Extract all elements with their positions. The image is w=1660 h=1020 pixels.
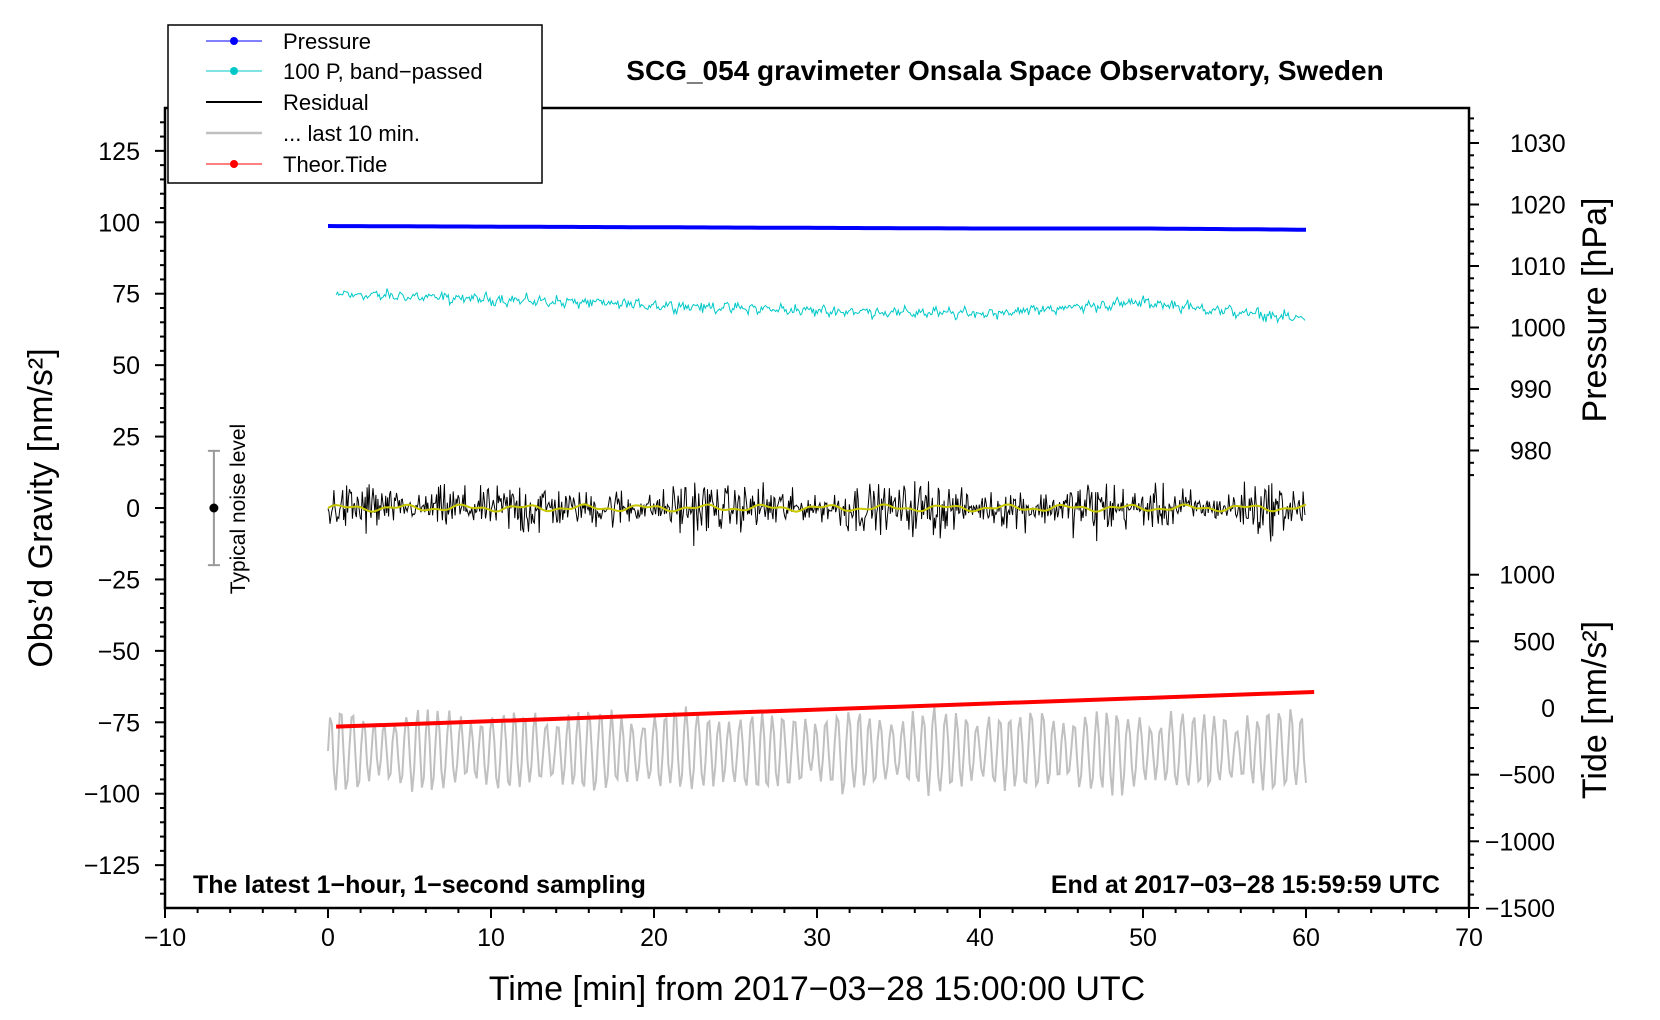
legend-marker — [230, 160, 238, 168]
annotation-bottom-right: End at 2017−03−28 15:59:59 UTC — [1051, 871, 1440, 899]
y-tick-label-left: −125 — [84, 852, 140, 880]
noise-bar-label: Typical noise level — [227, 424, 250, 594]
y-tick-label-pressure: 1010 — [1510, 253, 1566, 281]
chart-title: SCG_054 gravimeter Onsala Space Observat… — [626, 55, 1383, 86]
y-tick-label-left: 25 — [112, 424, 140, 452]
legend-label: ... last 10 min. — [283, 121, 420, 146]
y-tick-label-tide: −500 — [1499, 762, 1555, 790]
y-tick-label-left: −75 — [98, 709, 140, 737]
y-axis-label-pressure: Pressure [hPa] — [1576, 198, 1614, 423]
series-theor-tide — [336, 690, 1315, 729]
y-tick-label-left: −50 — [98, 638, 140, 666]
legend-label: Theor.Tide — [283, 152, 387, 177]
series-residual-smoothed — [327, 503, 1307, 513]
series-last-10-min — [327, 706, 1307, 796]
y-tick-label-pressure: 1020 — [1510, 192, 1566, 220]
y-tick-label-pressure: 1000 — [1510, 315, 1566, 343]
x-tick-label: 0 — [321, 924, 335, 952]
y-tick-label-tide: −1500 — [1485, 895, 1555, 923]
noise-bar-point — [209, 503, 219, 513]
legend-label: 100 P, band−passed — [283, 59, 483, 84]
x-tick-label: −10 — [144, 924, 186, 952]
y-tick-label-tide: 0 — [1541, 695, 1555, 723]
x-axis-label: Time [min] from 2017−03−28 15:00:00 UTC — [489, 970, 1145, 1008]
series-band-passed-pressure — [335, 288, 1306, 325]
y-tick-label-pressure: 1030 — [1510, 130, 1566, 158]
legend-marker — [230, 37, 238, 45]
y-tick-label-left: −100 — [84, 781, 140, 809]
axes: −10 0 10 20 30 40 50 60 701251007550250−25−50−75… — [84, 117, 1566, 952]
noise-bar-group: Typical noise level — [207, 424, 250, 594]
y-tick-label-tide: 500 — [1513, 628, 1555, 656]
legend-label: Pressure — [283, 29, 371, 54]
x-tick-label: 10 — [477, 924, 505, 952]
y-tick-label-left: 75 — [112, 281, 140, 309]
y-tick-label-tide: −1000 — [1485, 828, 1555, 856]
y-tick-label-left: 0 — [126, 495, 140, 523]
x-tick-label: 30 — [803, 924, 831, 952]
series-residual — [327, 481, 1306, 547]
x-tick-label: 20 — [640, 924, 668, 952]
x-tick-label: 50 — [1129, 924, 1157, 952]
y-axis-label-tide: Tide [nm/s²] — [1576, 621, 1614, 799]
y-tick-label-tide: 1000 — [1499, 562, 1555, 590]
series-group — [327, 224, 1315, 796]
y-tick-label-left: −25 — [98, 566, 140, 594]
y-tick-label-left: 125 — [98, 138, 140, 166]
y-tick-label-pressure: 980 — [1510, 438, 1552, 466]
y-tick-label-left: 100 — [98, 209, 140, 237]
y-tick-label-left: 50 — [112, 352, 140, 380]
annotation-bottom-left: The latest 1−hour, 1−second sampling — [193, 871, 646, 899]
legend-label: Residual — [283, 90, 369, 115]
legend: Pressure 100 P, band−passed Residual ... la… — [167, 24, 543, 184]
legend-marker — [230, 67, 238, 75]
x-tick-label: 60 — [1292, 924, 1320, 952]
x-tick-label: 40 — [966, 924, 994, 952]
x-tick-label: 70 — [1455, 924, 1483, 952]
legend-box — [167, 24, 543, 184]
series-pressure — [327, 224, 1306, 232]
y-tick-label-pressure: 990 — [1510, 376, 1552, 404]
legend-entries: Pressure 100 P, band−passed Residual ... la… — [206, 29, 483, 177]
y-axis-label-left: Obs’d Gravity [nm/s²] — [22, 348, 60, 667]
